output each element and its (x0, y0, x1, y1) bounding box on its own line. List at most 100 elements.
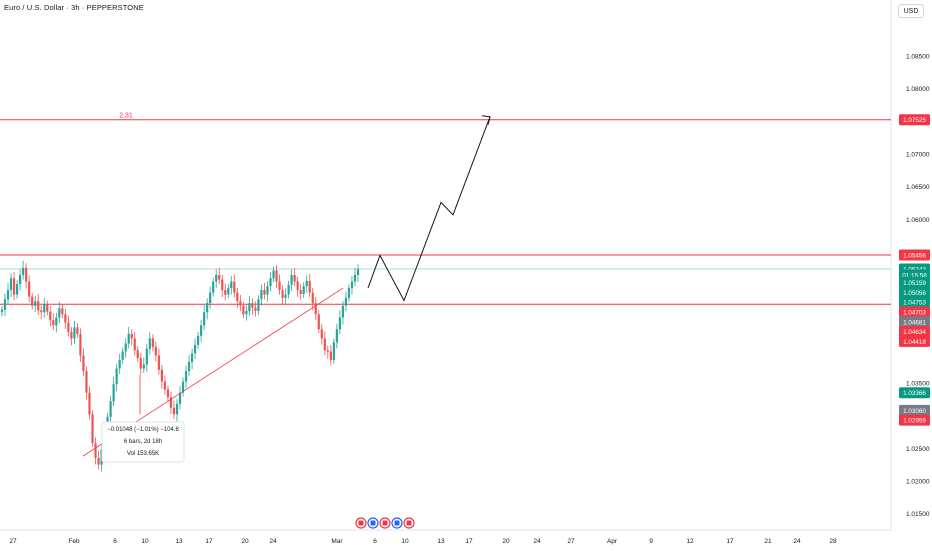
measure-box-line3: Vol 153.65K (127, 451, 159, 457)
candle-body (242, 305, 245, 315)
price-label (899, 316, 930, 328)
x-tick-label: 17 (205, 538, 213, 545)
candle-body (15, 284, 19, 295)
y-tick-label: 1.06500 (906, 184, 930, 191)
price-label-text: 1.05159 (903, 280, 926, 287)
candle-body (347, 288, 351, 298)
candle-body (197, 335, 200, 345)
candle-body (332, 342, 335, 360)
candle-body (28, 281, 31, 297)
event-flag-icon (406, 520, 412, 526)
candle-body (218, 275, 221, 280)
candle-body (31, 296, 34, 306)
candle-body (212, 281, 215, 293)
price-label-text: 1.04703 (903, 309, 926, 316)
y-tick-label: 1.08000 (906, 86, 930, 93)
candle-body (263, 290, 266, 295)
candle-body (82, 355, 85, 372)
candle-body (175, 403, 179, 415)
candle-body (91, 414, 94, 444)
candle-body (88, 392, 91, 415)
projection-path[interactable] (367, 116, 491, 302)
candle-body (172, 407, 176, 415)
candle-body (127, 333, 130, 344)
candle-body (227, 288, 230, 295)
x-tick-label: 9 (649, 538, 653, 545)
candle-body (19, 275, 22, 285)
candle-body (239, 301, 242, 306)
candle-body (203, 312, 206, 326)
price-label-text: 01:15:58 (902, 273, 927, 280)
candle-body (34, 301, 37, 306)
candle-body (142, 364, 145, 369)
candle-body (287, 284, 290, 295)
event-flag-icon (358, 520, 364, 526)
candle-body (22, 267, 25, 275)
candle-body (209, 292, 212, 304)
candle-body (25, 267, 28, 282)
candle-body (275, 270, 278, 282)
price-label (899, 277, 930, 289)
x-tick-label: 17 (465, 538, 473, 545)
candle-body (154, 346, 157, 356)
price-label (899, 249, 930, 261)
candle-body (245, 310, 248, 315)
candle-body (46, 304, 49, 312)
candle-body (284, 294, 287, 298)
candle-body (350, 281, 354, 289)
candle-body (73, 327, 76, 339)
candle-body (52, 320, 55, 326)
x-tick-label: 20 (241, 538, 249, 545)
candle-body (302, 286, 305, 294)
candle-body (181, 381, 185, 393)
candle-body (296, 281, 299, 291)
candle-body (299, 290, 302, 294)
candle-body (184, 371, 188, 382)
candle-body (37, 301, 40, 311)
x-tick-label: 6 (113, 538, 117, 545)
candle-body (112, 384, 115, 402)
candle-body (269, 278, 272, 287)
price-label-text: 1.05056 (903, 290, 926, 297)
candle-body (248, 303, 251, 311)
candle-body (0, 309, 4, 313)
candle-body (157, 355, 160, 370)
y-tick-label: 1.07000 (906, 152, 930, 159)
candle-body (311, 292, 314, 304)
price-label (899, 326, 930, 338)
candle-body (70, 331, 73, 339)
candle-body (329, 351, 332, 360)
x-tick-label: 17 (726, 538, 734, 545)
candle-body (187, 361, 191, 372)
candle-body (335, 329, 338, 343)
candle-body (293, 275, 296, 282)
x-tick-label: 28 (829, 538, 837, 545)
x-tick-label: 24 (269, 538, 277, 545)
candle-body (115, 368, 118, 385)
price-label-text: 1.04418 (903, 339, 926, 346)
measure-box[interactable] (101, 421, 185, 463)
currency-button[interactable]: USD (898, 4, 924, 18)
candle-body (260, 290, 263, 300)
price-label-text: 1.04634 (903, 329, 926, 336)
y-tick-label: 1.08500 (906, 53, 930, 60)
candle-body (224, 290, 227, 295)
candle-body (190, 353, 194, 362)
candle-body (278, 281, 281, 291)
candle-body (206, 303, 209, 313)
candle-body (353, 275, 357, 282)
x-tick-label: 20 (502, 538, 510, 545)
candle-body (118, 360, 121, 369)
candle-body (308, 280, 311, 293)
candle-body (133, 338, 136, 351)
price-label (899, 387, 930, 399)
candle-body (251, 303, 254, 308)
candle-body (12, 278, 16, 295)
candle-body (3, 299, 7, 310)
candle-body (130, 333, 133, 339)
x-tick-label: 27 (9, 538, 17, 545)
candle-body (151, 338, 154, 347)
candle-body (43, 304, 46, 313)
